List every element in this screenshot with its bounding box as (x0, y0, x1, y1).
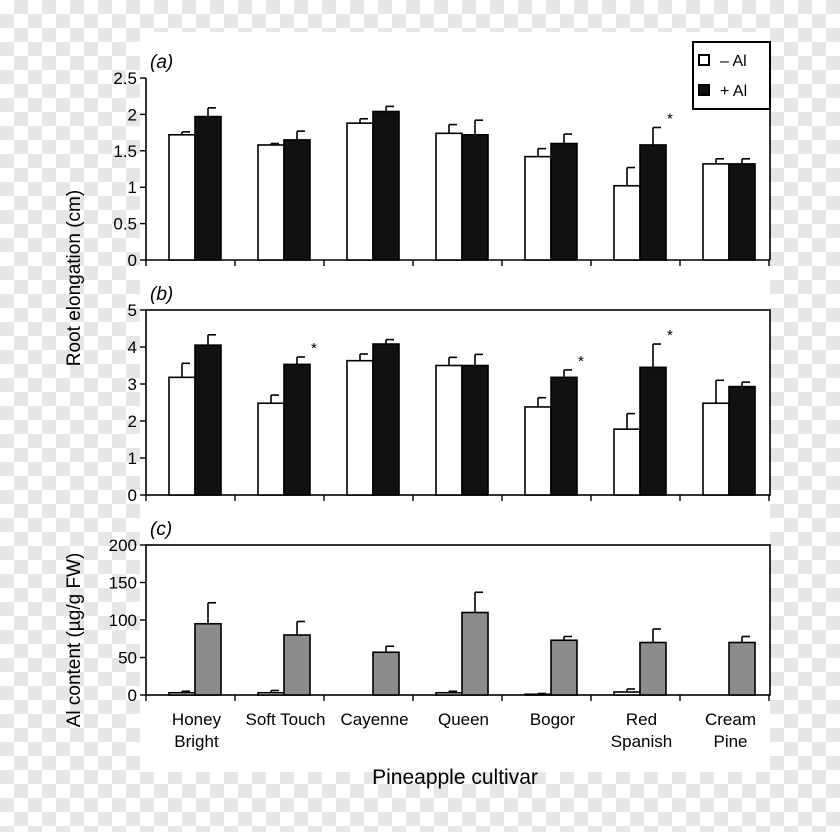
bar (194, 344, 222, 496)
bar (372, 343, 400, 496)
panels: (a) 0 0.5 1 1.5 2 2.5 * (b) 0 1 2 3 4 5 * * * (c) 0 50 100 150… (109, 52, 771, 751)
bar (639, 641, 667, 696)
bar (550, 142, 578, 261)
significance-marker: * (667, 327, 673, 344)
category-label: Red (626, 710, 657, 729)
bar (728, 641, 756, 696)
legend: – Al + Al (692, 41, 771, 110)
panel-2: (b) 0 1 2 3 4 5 * * * (128, 284, 771, 505)
bar (346, 122, 374, 261)
bar (639, 144, 667, 261)
y-tick-label: 0 (128, 251, 137, 270)
legend-swatch-plus-al (698, 84, 710, 96)
y-tick-label: 2.5 (113, 69, 137, 88)
bar (168, 133, 196, 261)
bar (435, 132, 463, 261)
y-tick-label: 1 (128, 178, 137, 197)
bar (639, 366, 667, 496)
y-axis-label-root: Root elongation (cm) (64, 190, 85, 366)
bar (524, 406, 552, 496)
bar (613, 428, 641, 496)
bar (283, 634, 311, 696)
y-tick-label: 5 (128, 301, 137, 320)
y-tick-label: 50 (118, 649, 137, 668)
y-tick-label: 0.5 (113, 215, 137, 234)
y-tick-label: 1 (128, 449, 137, 468)
y-tick-label: 0 (128, 686, 137, 705)
y-tick-label: 0 (128, 486, 137, 505)
panel-1: (a) 0 0.5 1 1.5 2 2.5 * (113, 52, 771, 270)
bar (257, 144, 285, 261)
bar (168, 376, 196, 496)
legend-label-minus-al: – Al (720, 53, 747, 70)
category-label: Soft Touch (245, 710, 325, 729)
bar (550, 639, 578, 696)
bar (613, 184, 641, 261)
bar (550, 376, 578, 496)
bar (283, 139, 311, 261)
bar (168, 691, 196, 696)
y-axis-label-al: Al content (µg/g FW) (64, 553, 85, 728)
y-tick-label: 150 (109, 574, 137, 593)
bar (194, 115, 222, 261)
bar (728, 385, 756, 496)
bar (435, 691, 463, 696)
legend-swatch-minus-al (698, 54, 710, 66)
category-label: Pine (713, 732, 747, 751)
bar (435, 364, 463, 496)
bar (461, 611, 489, 696)
panel-label: (b) (150, 284, 173, 305)
y-tick-label: 200 (109, 536, 137, 555)
category-label: Bogor (530, 710, 576, 729)
category-label: Queen (438, 710, 489, 729)
bar (613, 691, 641, 696)
category-label: Cayenne (340, 710, 408, 729)
y-tick-label: 1.5 (113, 142, 137, 161)
legend-label-plus-al: + Al (720, 83, 747, 100)
y-tick-label: 4 (128, 338, 137, 357)
bar (257, 691, 285, 696)
bar (346, 359, 374, 496)
bar (372, 651, 400, 696)
y-tick-label: 100 (109, 611, 137, 630)
y-tick-label: 2 (128, 105, 137, 124)
panel-label: (a) (150, 52, 173, 73)
category-label: Bright (174, 732, 219, 751)
bar (702, 163, 730, 261)
significance-marker: * (667, 111, 673, 128)
panel-3: (c) 0 50 100 150 200 Honey Bright Soft Touch Caye… (109, 519, 771, 751)
y-tick-label: 3 (128, 375, 137, 394)
bar (461, 133, 489, 261)
panel-label: (c) (150, 519, 172, 540)
category-label: Honey (172, 710, 222, 729)
bar (524, 693, 552, 696)
bar (372, 110, 400, 261)
bar (257, 402, 285, 496)
bar (283, 363, 311, 496)
bar (702, 402, 730, 496)
x-axis-label: Pineapple cultivar (372, 766, 538, 789)
bar (194, 622, 222, 696)
y-tick-label: 2 (128, 412, 137, 431)
legend-box (692, 41, 771, 110)
category-label: Spanish (611, 732, 672, 751)
category-label: Cream (705, 710, 756, 729)
bar (461, 364, 489, 496)
significance-marker: * (578, 353, 584, 370)
bar (728, 163, 756, 261)
significance-marker: * (311, 340, 317, 357)
bar (524, 155, 552, 261)
